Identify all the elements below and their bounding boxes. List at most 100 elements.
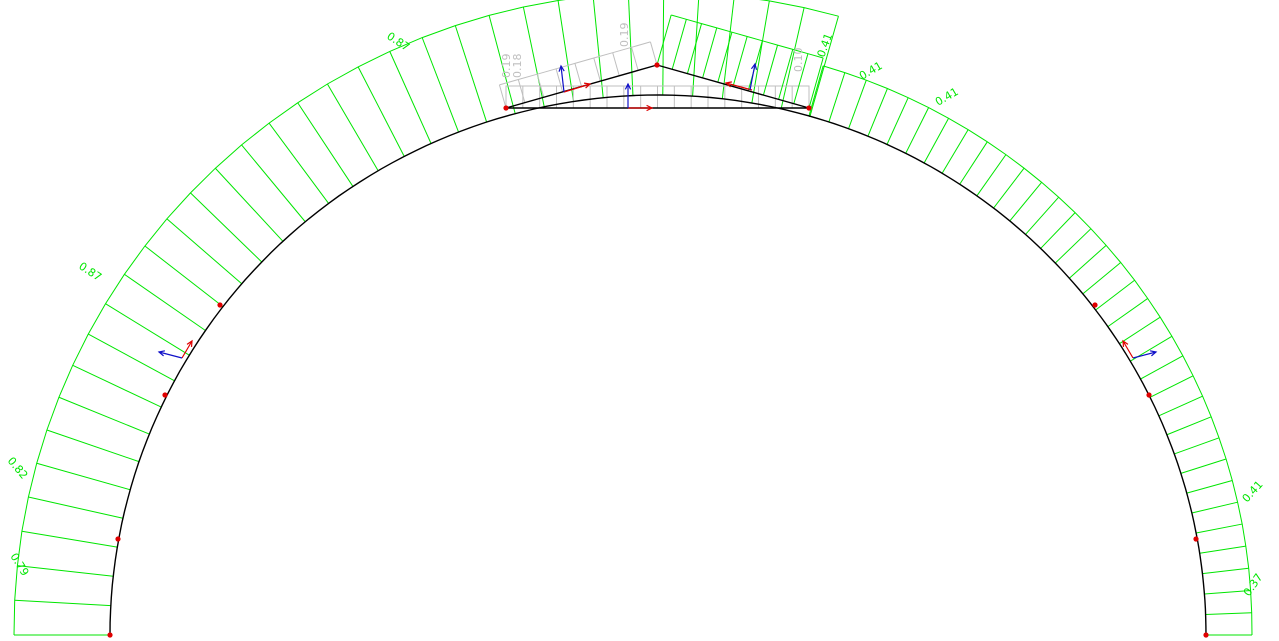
node-point [1092,302,1098,308]
right-load-ordinate [1025,196,1060,235]
local-x-arrow [725,82,753,91]
node-point [1193,536,1199,542]
right-load-ordinate [1174,437,1220,455]
left-load-ordinate [721,0,735,99]
left-load-ordinate [751,0,770,104]
left-load-ordinate [214,167,284,242]
right-rafter-load-ordinate [808,57,824,109]
right-rafter-load-ordinate [762,44,779,96]
local-y-arrow-head [157,350,166,357]
left-load-ordinate [522,6,545,107]
structure-members [109,64,1207,636]
left-load-ordinate [21,530,118,548]
left-load-ordinate [36,462,131,491]
local-y-arrow-head [624,82,632,90]
node-point [1203,632,1209,638]
left-rafter-load-ordinate [574,63,582,87]
right-load-ordinate [1191,501,1238,514]
left-load-ordinate [780,7,805,109]
left-load-ordinate [662,0,665,96]
right-load-ordinate [1149,375,1194,398]
local-x-arrow-head [583,82,592,89]
left-load-ordinate [14,599,111,607]
right-load-ordinate [1186,480,1233,494]
node-point [217,302,223,308]
left-load-ordinate [28,496,124,519]
roof-value-label: 0.18 [511,54,524,79]
node-point [654,62,660,68]
local-x-arrow-head [646,104,654,112]
right-arch-member [808,115,1207,636]
right-rafter-load-ordinate [671,19,687,70]
roof-value-label: 0.19 [500,54,513,79]
right-load-ordinate [1095,279,1135,311]
left-load-ordinate [297,102,354,187]
right-load-ordinate [1107,298,1149,328]
left-load-ordinate [557,0,575,102]
right-load-outline [822,65,1253,636]
roof-load-diagram [498,14,824,109]
right-load-ordinate [1158,395,1203,417]
left-load-ordinate [241,144,306,223]
left-rafter-load-ordinate [517,79,526,103]
load-value-label: 0.41 [1240,478,1266,505]
right-load-ordinate [1009,182,1043,222]
right-load-ordinate [1196,523,1243,534]
left-rafter-load-ordinate [536,74,545,98]
right-load-ordinate [923,118,950,164]
load-value-label: 0.87 [76,260,104,284]
right-load-ordinate [1180,458,1227,474]
local-y-arrow [158,351,183,359]
roof-value-label: 0.19 [618,23,631,48]
right-rafter-load-ordinate [778,49,794,100]
left-load-ordinate [628,0,634,96]
right-load-ordinate [959,141,988,185]
right-rafter-load-ordinate [702,27,718,79]
left-load-ordinate [46,429,140,463]
local-x-arrow-head [186,339,193,348]
left-load-ordinate [692,0,700,97]
left-rafter-load-ordinate [593,57,601,82]
left-load-ordinate [488,15,516,114]
right-load-ordinate [976,154,1007,197]
node-point [115,536,121,542]
right-rafter-load-outline [671,14,824,59]
left-rafter-load-ordinate [555,68,564,93]
right-load-ordinate [1205,612,1252,615]
left-load-ordinate [454,25,488,123]
left-load-ordinate [17,565,114,577]
left-load-ordinate [166,218,243,285]
left-load-ordinate [268,122,330,204]
left-load-ordinate [72,364,162,408]
right-rafter-load-ordinate [732,36,748,87]
local-x-arrow-head [1122,339,1129,348]
node-point [162,392,168,398]
value-labels: 0.87 0.87 0.82 0.79 0.41 0.41 0.41 0.41 … [5,23,1266,599]
left-arch-member [109,94,811,636]
local-axes [157,62,1158,359]
left-load-ordinate [389,51,432,144]
right-load-ordinate [867,88,888,137]
right-load-ordinate [1140,355,1184,380]
local-x-arrow [563,83,591,93]
local-x-arrow [181,340,193,359]
right-load-ordinate [828,72,846,123]
left-load-ordinate [326,83,379,171]
node-point [503,105,509,111]
left-load-ordinate [58,396,150,435]
load-value-label: 0.41 [933,85,961,109]
local-y-arrow-head [750,62,758,70]
right-load-ordinate [886,97,909,145]
left-load-outline [13,0,839,636]
left-rafter-load-ordinate [612,52,620,76]
right-rafter-load-ordinate [793,53,809,104]
left-load-ordinate [105,303,190,356]
node-point [1146,392,1152,398]
local-x-arrow [1122,340,1134,359]
right-load-ordinate [1069,244,1107,279]
right-load-ordinate [1119,316,1161,345]
right-load-ordinate [1199,545,1246,554]
load-value-label: 0.41 [857,59,885,83]
node-point [806,105,812,111]
